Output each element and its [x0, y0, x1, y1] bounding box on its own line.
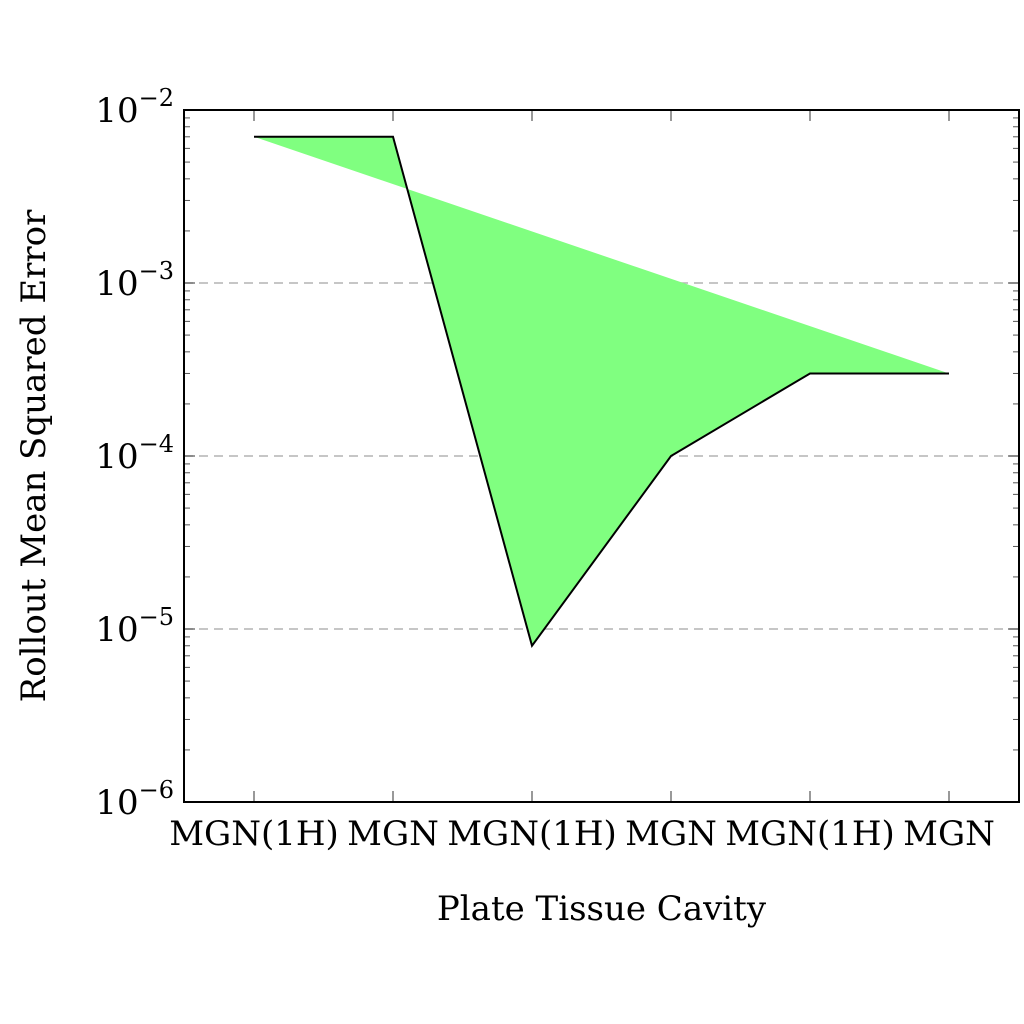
area-series	[254, 135, 949, 649]
grid-lines	[184, 282, 1019, 630]
y-tick-label: 10−6	[95, 776, 174, 823]
x-tick-label: MGN	[347, 814, 439, 854]
y-tick-label: 10−5	[95, 603, 174, 650]
x-tick-label: MGN	[903, 814, 995, 854]
x-tick-label: MGN(1H)	[169, 814, 339, 854]
x-tick-label: MGN	[625, 814, 717, 854]
area-fill	[254, 136, 949, 646]
y-tick-label: 10−4	[95, 430, 174, 477]
x-tick-label: MGN(1H)	[725, 814, 895, 854]
y-tick-label: 10−2	[95, 84, 174, 131]
x-tick-label: MGN(1H)	[447, 814, 617, 854]
y-axis-title: Rollout Mean Squared Error	[14, 209, 54, 703]
x-axis-title: Plate Tissue Cavity	[437, 889, 767, 929]
plot-frame	[183, 109, 1020, 803]
y-tick-label: 10−3	[95, 257, 174, 304]
y-tick-labels: 10−6 10−5 10−4 10−3 10−2	[95, 84, 174, 823]
series-line	[254, 135, 949, 649]
x-tick-labels: MGN(1H) MGN MGN(1H) MGN MGN(1H) MGN	[169, 814, 995, 854]
